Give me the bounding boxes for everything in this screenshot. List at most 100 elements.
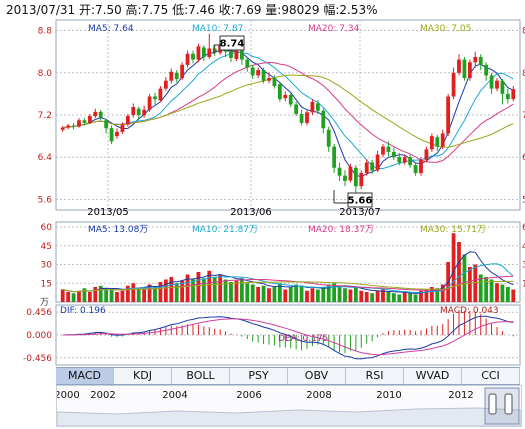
candle-body — [104, 120, 109, 129]
volume-bar — [402, 292, 407, 302]
candlesticks — [60, 33, 516, 197]
candle-body — [158, 88, 163, 101]
volume-tick-right: 45 — [522, 242, 525, 252]
high-marker: 8.74 — [213, 35, 245, 54]
volume-bar — [337, 285, 342, 302]
volume-bar — [484, 277, 489, 302]
volume-bar — [473, 264, 478, 302]
volume-tick-left: 15 — [41, 279, 52, 289]
tab-cci[interactable]: CCI — [462, 368, 520, 384]
volume-bar — [343, 288, 347, 302]
tab-boll[interactable]: BOLL — [172, 368, 230, 384]
candle-body — [142, 109, 147, 115]
volume-bar — [435, 288, 440, 302]
volume-bar — [98, 285, 103, 302]
candle-body — [435, 137, 440, 147]
tab-macd[interactable]: MACD — [56, 368, 114, 384]
candle-body — [267, 78, 271, 81]
volume-bar — [201, 278, 206, 302]
volume-bar — [153, 287, 157, 302]
candle-body — [484, 64, 489, 76]
volume-bar — [467, 267, 472, 302]
timeline-year: 2006 — [236, 390, 261, 401]
candle-body — [98, 111, 103, 118]
candle-body — [261, 70, 266, 81]
candle-body — [337, 167, 342, 176]
tab-rsi[interactable]: RSI — [346, 368, 404, 384]
tab-psy[interactable]: PSY — [230, 368, 288, 384]
timeline-right-handle[interactable] — [504, 393, 513, 415]
timeline-year: 2012 — [448, 390, 473, 401]
timeline-left-handle[interactable] — [488, 393, 497, 415]
dea-label: DEA: 0.175 — [278, 334, 328, 344]
timeline-navigator[interactable]: 2000 2002 2004 2006 2008 2010 2012 — [54, 385, 522, 427]
macd-tick: 0.456 — [26, 308, 52, 318]
candle-body — [212, 48, 217, 52]
volume-bar — [353, 287, 358, 302]
candle-body — [386, 146, 391, 152]
candle-body — [250, 67, 255, 76]
volume-bar — [158, 282, 163, 302]
candle-body — [256, 70, 261, 76]
volume-bar — [419, 290, 423, 302]
candle-body — [196, 46, 201, 60]
candle-body — [120, 124, 125, 132]
volume-bar — [163, 279, 168, 302]
volume-ma-line-30 — [62, 280, 514, 293]
candle-body — [495, 80, 499, 89]
candle-body — [413, 165, 418, 174]
volume-bar — [332, 283, 337, 302]
chart-area: 8.8 8.8 8.0 8.0 7.2 7.2 6.4 6.4 5.6 5.6 MA5: 7.64… — [23, 19, 525, 366]
volume-bar — [196, 272, 201, 302]
candle-body — [478, 56, 483, 65]
volume-bar — [66, 292, 71, 302]
price-tick-right: 5.6 — [522, 195, 525, 205]
volume-bar — [321, 287, 326, 302]
timeline-area — [56, 407, 522, 427]
volume-bar — [451, 233, 456, 302]
volume-bar — [462, 254, 467, 302]
volume-bar — [234, 280, 239, 302]
volume-bar — [272, 287, 277, 302]
volume-bar — [261, 285, 266, 302]
volume-bar — [109, 289, 114, 302]
candle-body — [326, 129, 331, 147]
tab-obv[interactable]: OBV — [288, 368, 346, 384]
candle-body — [375, 154, 380, 171]
price-tick-left: 5.6 — [38, 195, 53, 205]
candle-body — [207, 48, 212, 57]
volume-bar — [511, 289, 516, 302]
volume-bar — [250, 284, 255, 302]
volume-bar — [440, 284, 445, 302]
candle-body — [500, 80, 505, 94]
volume-bar — [478, 274, 483, 302]
high-label: 8.74 — [220, 39, 245, 50]
candle-body — [457, 59, 461, 73]
volume-bar — [218, 274, 223, 302]
price-tick-left: 7.2 — [38, 111, 52, 121]
volume-bar — [288, 287, 293, 302]
volume-bar — [77, 290, 81, 302]
candle-body — [473, 56, 478, 63]
candle-body — [402, 157, 407, 163]
volume-bar — [180, 280, 185, 302]
volume-bar — [245, 283, 250, 302]
tab-wvad[interactable]: WVAD — [404, 368, 462, 384]
candle-body — [310, 101, 315, 113]
volume-bar — [136, 288, 141, 302]
candle-body — [467, 62, 472, 79]
macd-tick: 0.000 — [26, 331, 52, 341]
candle-body — [191, 53, 195, 60]
candle-body — [370, 162, 375, 171]
candle-body — [125, 116, 130, 125]
candle-body — [93, 111, 98, 117]
tab-kdj[interactable]: KDJ — [114, 368, 172, 384]
candle-body — [180, 64, 185, 79]
candle-body — [381, 146, 385, 155]
candle-body — [136, 108, 141, 115]
ma-line-5 — [62, 49, 514, 178]
candle-body — [169, 71, 174, 81]
volume-bar — [147, 284, 152, 302]
candle-body — [348, 166, 353, 181]
candle-body — [272, 78, 277, 86]
